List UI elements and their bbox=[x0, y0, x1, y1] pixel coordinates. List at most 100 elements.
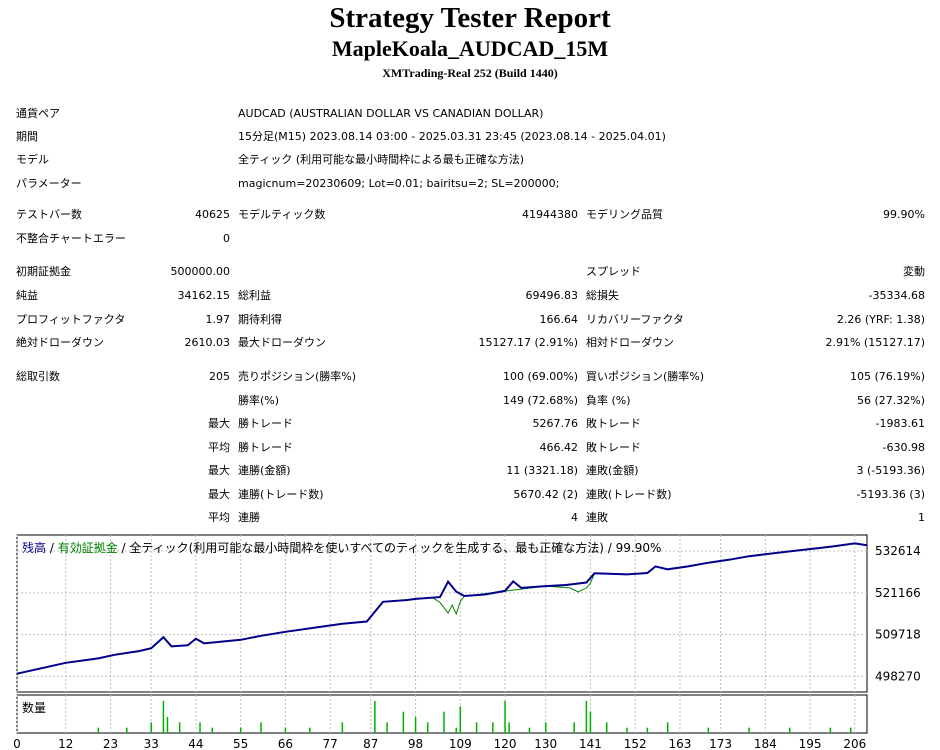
x-tick-label: 44 bbox=[188, 737, 203, 750]
spread-label: スプレッド bbox=[586, 265, 641, 278]
win-rate-value: 149 (72.68%) bbox=[502, 394, 578, 407]
max-drawdown-value: 15127.17 (2.91%) bbox=[478, 336, 578, 349]
max-consec-profit-value: 5670.42 (2) bbox=[513, 488, 578, 501]
x-tick-label: 109 bbox=[449, 737, 472, 750]
x-tick-label: 152 bbox=[624, 737, 647, 750]
x-tick-labels: 0 12 23 33 44 55 66 77 87 98 109 120 130 141 152 163 173… bbox=[13, 737, 866, 750]
y-tick-label: 532614 bbox=[875, 544, 921, 558]
max-consec-loss-label: 連敗(トレード数) bbox=[586, 488, 672, 501]
mismatch-errors-label: 不整合チャートエラー bbox=[16, 232, 126, 245]
x-tick-label: 163 bbox=[668, 737, 691, 750]
model-quality-value: 99.90% bbox=[883, 208, 925, 221]
abs-drawdown-label: 絶対ドローダウン bbox=[16, 336, 104, 349]
y-tick-label: 498270 bbox=[875, 669, 921, 683]
largest-loss-label: 敗トレード bbox=[586, 417, 641, 430]
x-tick-label: 33 bbox=[144, 737, 159, 750]
period-value: 15分足(M15) 2023.08.14 03:00 - 2025.03.31 … bbox=[238, 130, 666, 143]
x-tick-label: 141 bbox=[579, 737, 602, 750]
loss-rate-value: 56 (27.32%) bbox=[856, 394, 925, 407]
model-quality-label: モデリング品質 bbox=[586, 208, 663, 221]
largest-win-value: 5267.76 bbox=[532, 417, 579, 430]
y-tick-label: 509718 bbox=[875, 628, 921, 642]
avg-consec-qualifier: 平均 bbox=[208, 511, 230, 524]
expected-payoff-label: 期待利得 bbox=[238, 313, 282, 326]
max-consec-qualifier: 最大 bbox=[208, 464, 230, 477]
profit-factor-label: プロフィットファクタ bbox=[16, 313, 126, 326]
max-consec-loss-value: -5193.36 (3) bbox=[856, 488, 925, 501]
x-tick-label: 98 bbox=[408, 737, 423, 750]
avg-loss-value: -630.98 bbox=[882, 441, 925, 454]
legend-sep: / bbox=[46, 541, 58, 555]
largest-win-label: 勝トレード bbox=[238, 417, 293, 430]
x-tick-label: 55 bbox=[233, 737, 248, 750]
avg-loss-label: 敗トレード bbox=[586, 441, 641, 454]
max-consec-profit-label: 連勝(トレード数) bbox=[238, 488, 324, 501]
recovery-factor-label: リカバリーファクタ bbox=[586, 313, 684, 326]
report-title: Strategy Tester Report bbox=[329, 2, 611, 34]
x-tick-label: 173 bbox=[709, 737, 732, 750]
long-positions-value: 105 (76.19%) bbox=[849, 370, 925, 383]
avg-win-value: 466.42 bbox=[539, 441, 579, 454]
model-label: モデル bbox=[16, 153, 49, 166]
abs-drawdown-value: 2610.03 bbox=[184, 336, 231, 349]
max-consec-losses-value: 3 (-5193.36) bbox=[856, 464, 925, 477]
gross-loss-value: -35334.68 bbox=[868, 289, 925, 302]
y-tick-label: 521166 bbox=[875, 586, 921, 600]
avg-consec-losses-value: 1 bbox=[918, 511, 925, 524]
volume-plot-frame bbox=[16, 694, 868, 734]
short-positions-value: 100 (69.00%) bbox=[502, 370, 578, 383]
avg-consec-wins-value: 4 bbox=[571, 511, 578, 524]
x-tick-label: 206 bbox=[843, 737, 866, 750]
period-label: 期間 bbox=[16, 130, 38, 143]
x-tick-label: 66 bbox=[278, 737, 293, 750]
symbol-label: 通貨ペア bbox=[16, 107, 60, 120]
max-consec-count-qualifier: 最大 bbox=[208, 488, 230, 501]
x-tick-label: 0 bbox=[13, 737, 21, 750]
legend-rest: / 全ティック(利用可能な最小時間枠を使いすべてのティックを生成する、最も正確な… bbox=[118, 540, 662, 555]
short-positions-label: 売りポジション(勝率%) bbox=[238, 370, 357, 383]
rel-drawdown-value: 2.91% (15127.17) bbox=[825, 336, 925, 349]
win-rate-label: 勝率(%) bbox=[238, 394, 280, 407]
initial-deposit-label: 初期証拠金 bbox=[16, 265, 71, 278]
long-positions-label: 買いポジション(勝率%) bbox=[586, 370, 705, 383]
model-ticks-label: モデルティック数 bbox=[238, 208, 326, 221]
gross-profit-label: 総利益 bbox=[238, 289, 271, 302]
x-tick-label: 184 bbox=[754, 737, 777, 750]
x-tick-label: 23 bbox=[103, 737, 118, 750]
volume-bars bbox=[97, 701, 852, 733]
x-tick-label: 12 bbox=[58, 737, 73, 750]
max-consec-wins-value: 11 (3321.18) bbox=[506, 464, 578, 477]
expert-name: MapleKoala_AUDCAD_15M bbox=[331, 36, 609, 61]
x-tick-label: 195 bbox=[799, 737, 822, 750]
volume-title: 数量 bbox=[22, 700, 46, 715]
max-consec-losses-label: 連敗(金額) bbox=[586, 464, 639, 477]
largest-loss-value: -1983.61 bbox=[875, 417, 925, 430]
gross-profit-value: 69496.83 bbox=[525, 289, 579, 302]
spread-value: 変動 bbox=[903, 265, 925, 278]
model-ticks-value: 41944380 bbox=[522, 208, 578, 221]
recovery-factor-value: 2.26 (YRF: 1.38) bbox=[836, 313, 925, 326]
x-tick-label: 77 bbox=[323, 737, 338, 750]
avg-win-label: 勝トレード bbox=[238, 441, 293, 454]
rel-drawdown-label: 相対ドローダウン bbox=[586, 336, 674, 349]
net-profit-label: 純益 bbox=[16, 289, 38, 302]
avg-consec-wins-label: 連勝 bbox=[238, 511, 260, 524]
mismatch-errors-value: 0 bbox=[223, 232, 230, 245]
x-tick-label: 87 bbox=[363, 737, 378, 750]
symbol-value: AUDCAD (AUSTRALIAN DOLLAR VS CANADIAN DO… bbox=[238, 107, 544, 120]
legend-equity: 有効証拠金 bbox=[58, 540, 118, 555]
loss-rate-label: 負率 (%) bbox=[586, 394, 631, 407]
average-qualifier: 平均 bbox=[208, 441, 230, 454]
server-build: XMTrading-Real 252 (Build 1440) bbox=[382, 66, 558, 80]
model-value: 全ティック (利用可能な最小時間枠による最も正確な方法) bbox=[238, 153, 525, 166]
profit-factor-value: 1.97 bbox=[205, 313, 231, 326]
x-tick-label: 120 bbox=[494, 737, 517, 750]
expected-payoff-value: 166.64 bbox=[539, 313, 579, 326]
max-drawdown-label: 最大ドローダウン bbox=[238, 336, 326, 349]
initial-deposit-value: 500000.00 bbox=[170, 265, 231, 278]
gross-loss-label: 総損失 bbox=[586, 289, 619, 302]
total-trades-value: 205 bbox=[209, 370, 230, 383]
avg-consec-losses-label: 連敗 bbox=[586, 511, 608, 524]
total-trades-label: 総取引数 bbox=[16, 370, 60, 383]
balance-chart: 498270 509718 521166 532614 残高 / 有効証拠金 / 全テ… bbox=[13, 534, 921, 750]
